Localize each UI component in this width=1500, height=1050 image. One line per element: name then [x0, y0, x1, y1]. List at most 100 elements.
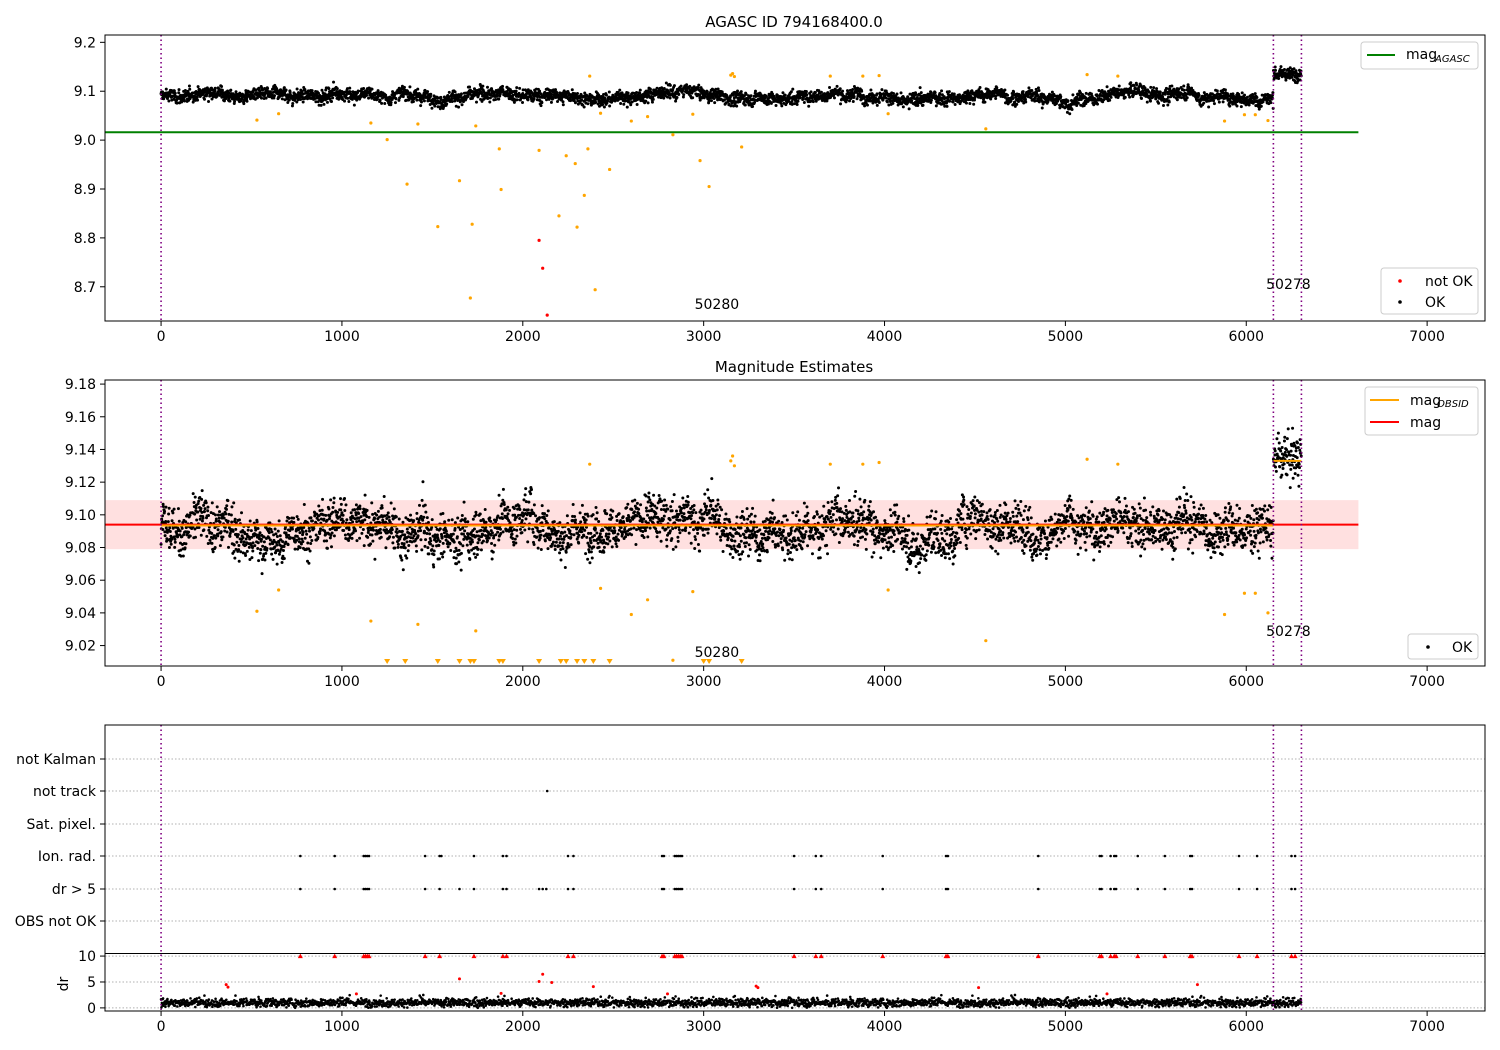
ok-point [416, 87, 420, 91]
ok-point [390, 528, 394, 532]
ok-point [1102, 98, 1106, 102]
ok-point [354, 529, 358, 533]
suspect-point [586, 147, 590, 151]
ok-point [298, 531, 302, 535]
ok-point [357, 511, 361, 515]
ok-point [191, 492, 195, 496]
ok-point [457, 105, 461, 109]
ok-point [379, 531, 383, 535]
ok-point [498, 92, 502, 96]
ok-point [553, 88, 557, 92]
ok-point [406, 549, 410, 553]
obsid-label: 50278 [1266, 277, 1311, 293]
ok-point [341, 513, 345, 517]
ok-point [306, 541, 310, 545]
ok-point [951, 100, 955, 104]
ok-point [1070, 107, 1074, 111]
ok-point [835, 84, 839, 88]
suspect-point [497, 147, 501, 151]
ok-point [396, 545, 400, 549]
ok-point [635, 102, 639, 106]
ok-point [202, 528, 206, 532]
ok-point [332, 534, 336, 538]
ok-point [369, 542, 373, 546]
ok-point [651, 97, 655, 101]
ok-point [263, 558, 267, 562]
ok-point [630, 100, 634, 104]
ok-point [1096, 102, 1100, 106]
ok-point [214, 536, 218, 540]
ok-point [709, 99, 713, 103]
ok-point [370, 87, 374, 91]
ok-point [310, 89, 314, 93]
ok-points [159, 65, 1303, 116]
ok-point [164, 87, 168, 91]
ok-point [324, 513, 328, 517]
ok-point [224, 512, 228, 516]
ok-point [180, 526, 184, 530]
ok-point [210, 97, 214, 101]
ok-point [1040, 106, 1044, 110]
ok-point [411, 100, 415, 104]
ok-point [354, 503, 358, 507]
ok-point [1071, 93, 1075, 97]
ok-point [167, 546, 171, 550]
ok-point [236, 533, 240, 537]
legend-label: mag [1406, 47, 1437, 63]
ok-point [620, 91, 624, 95]
ok-point [316, 518, 320, 522]
suspect-point [557, 214, 561, 218]
ok-point [371, 528, 375, 532]
ok-point [304, 529, 308, 533]
ok-point [302, 502, 306, 506]
suspect-point [732, 74, 737, 79]
ok-point [286, 101, 290, 105]
ok-point [635, 90, 639, 94]
ok-point [219, 530, 223, 534]
ok-point [308, 535, 312, 539]
ok-point [1030, 88, 1034, 92]
ok-point [662, 96, 666, 100]
suspect-point [255, 118, 259, 122]
ok-point [739, 90, 743, 94]
ok-point [501, 84, 505, 88]
ok-point [194, 535, 198, 539]
ok-point [301, 540, 305, 544]
ok-point [200, 497, 204, 501]
ok-point [459, 92, 463, 96]
ok-point [242, 540, 246, 544]
ok-point [181, 554, 185, 558]
suspect-point [499, 187, 503, 192]
ok-point [952, 92, 956, 96]
ok-point [355, 539, 359, 543]
ok-point [753, 100, 757, 104]
ok-point [753, 89, 757, 93]
suspect-point [1242, 113, 1247, 117]
ok-point [347, 99, 351, 103]
ok-point [375, 513, 379, 517]
ok-point [414, 532, 418, 536]
ok-point [218, 520, 222, 524]
ok-point [648, 87, 652, 91]
ok-point [256, 546, 260, 550]
ok-point [253, 544, 257, 548]
suspect-point [645, 115, 650, 119]
ok-point [386, 511, 390, 515]
ok-point [972, 102, 976, 106]
ok-point [391, 535, 395, 539]
ok-point [188, 534, 192, 538]
ok-point [884, 96, 888, 100]
ok-point [1245, 95, 1249, 99]
ok-point [197, 526, 201, 530]
ok-point [271, 557, 275, 561]
ok-point [309, 516, 313, 520]
ok-point [352, 103, 356, 107]
ok-point [805, 93, 809, 97]
ok-point [260, 572, 264, 576]
suspect-point [698, 159, 702, 163]
ok-point [196, 98, 200, 102]
ok-point [226, 545, 230, 549]
ok-point [947, 90, 951, 94]
ok-point [921, 103, 925, 107]
ok-point [204, 501, 208, 505]
